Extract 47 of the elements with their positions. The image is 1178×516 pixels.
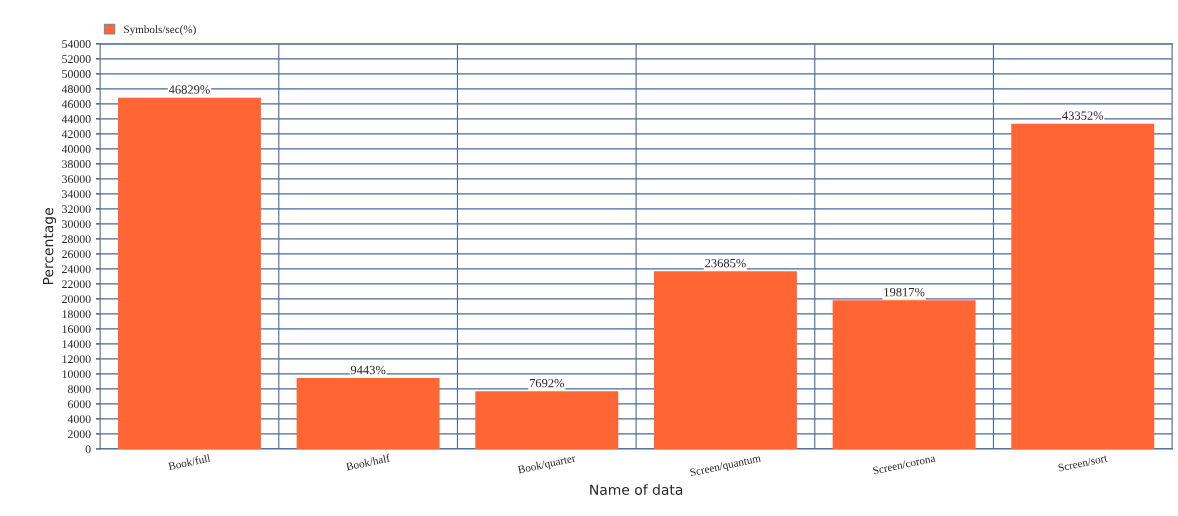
legend-label: Symbols/sec(%)	[124, 25, 196, 36]
y-tick-label: 12000	[62, 355, 91, 364]
y-tick-label: 42000	[61, 130, 91, 139]
y-tick-label: 34000	[62, 190, 91, 199]
y-tick-label: 24000	[62, 265, 91, 274]
y-tick-label: 10000	[62, 370, 91, 379]
x-tick-label: Screen/sort	[1058, 454, 1108, 472]
y-tick-label: 22000	[62, 280, 91, 289]
x-tick-label: Book/full	[167, 453, 211, 471]
y-tick-label: 54000	[62, 40, 91, 49]
y-tick-label: 18000	[62, 310, 91, 319]
y-tick-label: 14000	[62, 340, 91, 349]
y-tick-label: 8000	[67, 385, 91, 394]
bar	[296, 378, 440, 449]
x-tick-label: Book/quarter	[517, 453, 577, 476]
bar	[832, 300, 976, 449]
text: 23685%	[705, 258, 746, 268]
y-tick-label: 38000	[62, 160, 91, 169]
y-axis-title: Percentage	[43, 208, 57, 285]
y-tick-label: 40000	[61, 145, 91, 154]
bar	[1011, 123, 1155, 449]
text: 9443%	[350, 365, 386, 375]
y-tick-label: 30000	[62, 220, 91, 229]
y-tick-label: 52000	[62, 55, 91, 64]
text: 7692%	[529, 378, 565, 388]
y-tick-label: 16000	[62, 325, 91, 334]
y-tick-label: 44000	[61, 115, 91, 124]
y-tick-label: 32000	[62, 205, 91, 214]
bar	[653, 271, 797, 449]
x-tick-label: Book/half	[345, 453, 391, 471]
y-tick-label: 26000	[62, 250, 91, 259]
bar	[118, 97, 261, 449]
y-tick-label: 2000	[68, 430, 91, 439]
x-axis-title: Name of data	[590, 484, 683, 495]
y-tick-label: 6000	[68, 400, 91, 409]
bar	[475, 391, 619, 449]
y-tick-label: 36000	[62, 175, 91, 184]
text: 46829%	[168, 85, 210, 94]
y-tick-label: 48000	[61, 85, 91, 94]
y-tick-label: 46000	[61, 100, 91, 109]
text: 43352%	[1062, 111, 1104, 120]
y-tick-label: 28000	[62, 235, 91, 244]
y-tick-label: 0	[85, 445, 91, 454]
y-tick-label: 50000	[62, 70, 91, 79]
y-tick-label: 20000	[62, 295, 91, 304]
text: 19817%	[884, 287, 925, 297]
y-tick-label: 4000	[67, 415, 91, 424]
